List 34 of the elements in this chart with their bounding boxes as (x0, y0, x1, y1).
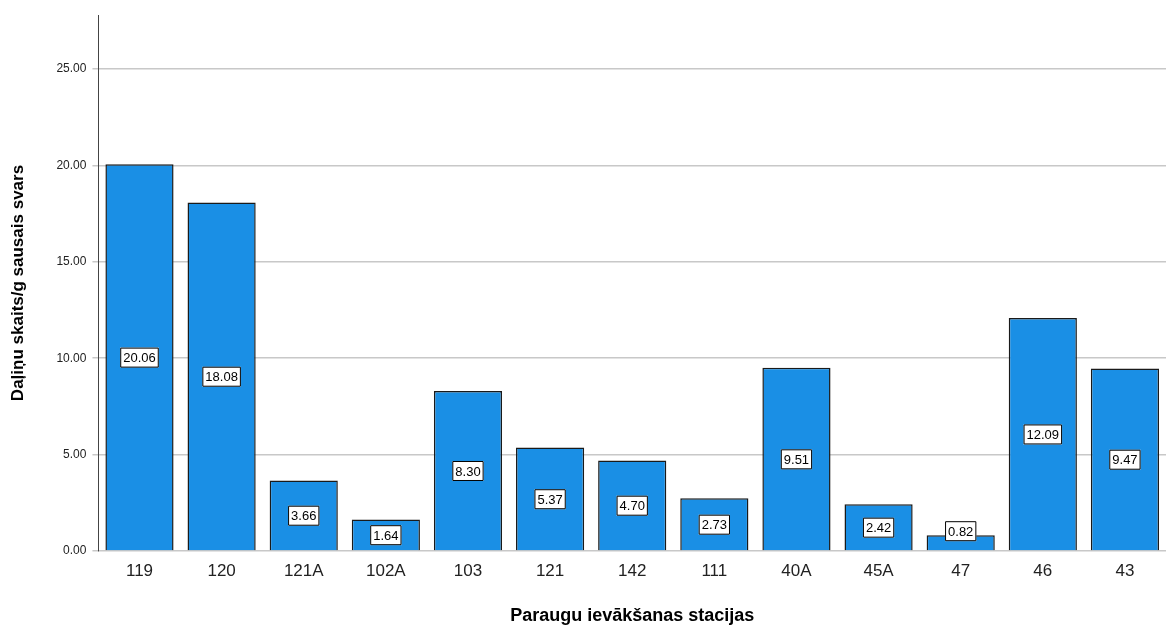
x-axis-title: Paraugu ievākšanas stacijas (510, 605, 755, 626)
x-tick-label: 111 (701, 560, 728, 580)
x-tick-label: 142 (618, 560, 647, 580)
data-label: 8.30 (455, 463, 481, 479)
data-label: 12.09 (1026, 427, 1060, 443)
y-tick-label: 25.00 (56, 61, 87, 76)
data-label: 2.73 (701, 517, 727, 533)
x-tick-label: 119 (125, 560, 154, 580)
data-label: 1.64 (373, 527, 399, 543)
data-label: 18.08 (205, 369, 238, 385)
y-tick-label: 15.00 (56, 254, 87, 269)
x-tick-label: 121 (535, 560, 565, 580)
data-label: 4.70 (619, 498, 645, 514)
x-tick-label: 40A (781, 560, 813, 580)
x-tick-label: 43 (1115, 560, 1135, 580)
data-label: 9.47 (1112, 452, 1138, 468)
x-tick-label: 47 (951, 560, 971, 580)
data-label: 5.37 (537, 491, 563, 507)
data-label: 0.82 (948, 523, 974, 539)
x-tick-label: 120 (207, 560, 236, 580)
x-tick-label: 45A (863, 560, 895, 580)
x-tick-label: 103 (453, 560, 483, 580)
y-tick-label: 20.00 (56, 157, 87, 172)
y-tick-label: 10.00 (56, 350, 87, 365)
data-label: 20.06 (123, 350, 156, 366)
y-axis-title: Daļiņu skaits/g sausais svars (7, 164, 27, 402)
x-tick-label: 46 (1033, 560, 1053, 580)
x-tick-label: 121A (283, 560, 325, 580)
data-label: 2.42 (865, 520, 892, 536)
x-tick-label: 102A (366, 560, 407, 580)
y-tick-label: 0.00 (63, 543, 87, 558)
data-label: 9.51 (783, 451, 810, 467)
data-label: 3.66 (291, 508, 317, 524)
y-tick-label: 5.00 (63, 446, 87, 461)
